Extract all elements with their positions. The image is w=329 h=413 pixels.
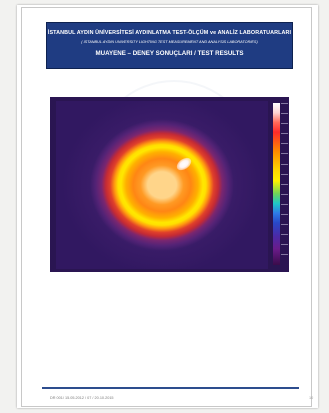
footer-divider: [42, 387, 299, 389]
luminance-map-figure: [50, 97, 289, 272]
lab-title-english: ( ISTANBUL AYDIN UNIVERSITY LIGHTING TES…: [81, 40, 258, 44]
report-header: İSTANBUL AYDIN ÜNİVERSİTESİ AYDINLATMA T…: [46, 22, 293, 69]
document-page: İSTANBUL AYDIN ÜNİVERSİTESİ AYDINLATMA T…: [17, 5, 318, 408]
hotspot-highlight: [174, 155, 194, 173]
luminance-heatmap: [56, 101, 268, 269]
document-code: DR 001/ 15.05.2012 / 07 / 20.10.2015: [50, 396, 114, 400]
color-scale-ticks: [281, 103, 288, 265]
color-scale-bar: [273, 103, 280, 265]
results-title: MUAYENE – DENEY SONUÇLARI / TEST RESULTS: [95, 50, 244, 57]
page-number: 10: [309, 396, 314, 400]
lab-title-turkish: İSTANBUL AYDIN ÜNİVERSİTESİ AYDINLATMA T…: [47, 30, 292, 36]
